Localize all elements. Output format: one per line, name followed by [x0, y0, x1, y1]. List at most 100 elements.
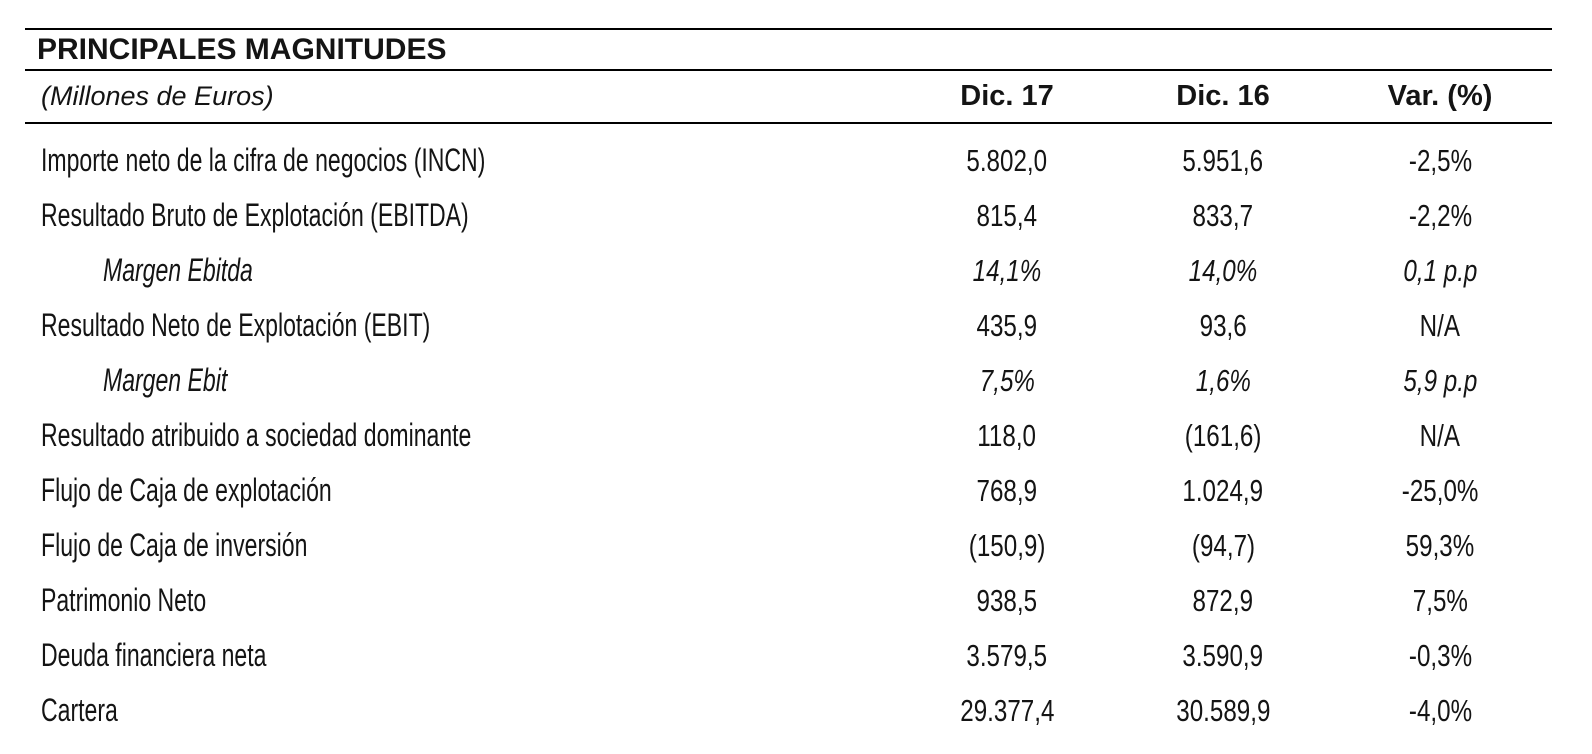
value-dic17: 14,1% [972, 252, 1042, 288]
column-spacer [1097, 243, 1133, 298]
row-label: Deuda financiera neta [41, 637, 267, 673]
column-spacer [1097, 463, 1133, 518]
value-dic17: 7,5% [979, 362, 1035, 398]
table-row: Flujo de Caja de inversión (150,9) (94,7… [25, 518, 1552, 573]
row-label: Patrimonio Neto [41, 582, 207, 618]
value-var: 5,9 p.p [1403, 362, 1477, 398]
row-label-cell: Patrimonio Neto [25, 582, 917, 619]
value-dic17-cell: 435,9 [917, 308, 1097, 344]
value-dic16-cell: (94,7) [1133, 528, 1313, 564]
value-dic17-cell: 938,5 [917, 583, 1097, 619]
table-title-row: PRINCIPALES MAGNITUDES [25, 30, 1552, 71]
row-label-cell: Resultado atribuido a sociedad dominante [25, 417, 917, 454]
value-dic17-cell: (150,9) [917, 528, 1097, 564]
row-label: Margen Ebit [103, 362, 228, 398]
value-dic17: 815,4 [976, 197, 1038, 233]
row-label-cell: Margen Ebitda [25, 252, 917, 289]
value-dic16: 833,7 [1192, 197, 1254, 233]
value-dic16-cell: 3.590,9 [1133, 638, 1313, 674]
row-label: Margen Ebitda [103, 252, 253, 288]
value-var-cell: 0,1 p.p [1350, 253, 1530, 289]
row-label-cell: Resultado Bruto de Explotación (EBITDA) [25, 197, 917, 234]
value-dic17-cell: 5.802,0 [917, 143, 1097, 179]
value-var-cell: -0,3% [1350, 638, 1530, 674]
value-dic16-cell: 30.589,9 [1133, 693, 1313, 729]
column-spacer [1313, 243, 1350, 298]
column-header-dic17: Dic. 17 [960, 80, 1054, 112]
value-dic17: (150,9) [968, 527, 1046, 563]
column-spacer [1313, 518, 1350, 573]
row-label: Importe neto de la cifra de negocios (IN… [41, 142, 486, 178]
value-dic16: (161,6) [1184, 417, 1262, 453]
column-spacer [1313, 188, 1350, 243]
value-dic16-cell: 872,9 [1133, 583, 1313, 619]
value-var: -0,3% [1408, 637, 1472, 673]
column-spacer [1313, 628, 1350, 683]
table-row: Margen Ebit 7,5% 1,6% 5,9 p.p [25, 353, 1552, 408]
column-spacer [1313, 463, 1350, 518]
table-row: Resultado Bruto de Explotación (EBITDA) … [25, 188, 1552, 243]
value-var-cell: N/A [1350, 418, 1530, 454]
table-row: Cartera 29.377,4 30.589,9 -4,0% [25, 683, 1552, 738]
column-spacer [1097, 298, 1133, 353]
unit-note: (Millones de Euros) [41, 81, 274, 111]
value-dic17: 29.377,4 [959, 692, 1055, 728]
row-label: Resultado Neto de Explotación (EBIT) [41, 307, 431, 343]
value-dic16: 3.590,9 [1182, 637, 1264, 673]
value-dic16-cell: 5.951,6 [1133, 143, 1313, 179]
value-dic17-cell: 3.579,5 [917, 638, 1097, 674]
value-dic17-cell: 815,4 [917, 198, 1097, 234]
column-spacer [1097, 683, 1133, 738]
value-dic16-cell: 14,0% [1133, 253, 1313, 289]
row-label: Flujo de Caja de inversión [41, 527, 308, 563]
row-label-cell: Importe neto de la cifra de negocios (IN… [25, 142, 917, 179]
column-spacer [1313, 408, 1350, 463]
table-row: Flujo de Caja de explotación 768,9 1.024… [25, 463, 1552, 518]
value-dic16: 1.024,9 [1182, 472, 1264, 508]
value-dic16-cell: 833,7 [1133, 198, 1313, 234]
column-spacer [1313, 353, 1350, 408]
value-var: -2,2% [1408, 197, 1472, 233]
principales-magnitudes-table: PRINCIPALES MAGNITUDES (Millones de Euro… [25, 28, 1552, 738]
column-spacer [1313, 683, 1350, 738]
value-dic16: (94,7) [1191, 527, 1255, 563]
table-body: Importe neto de la cifra de negocios (IN… [25, 124, 1552, 738]
column-spacer [1313, 133, 1350, 188]
value-dic16-cell: 1.024,9 [1133, 473, 1313, 509]
value-var: -25,0% [1401, 472, 1479, 508]
value-var: -4,0% [1408, 692, 1472, 728]
value-dic17-cell: 7,5% [917, 363, 1097, 399]
value-var-cell: -4,0% [1350, 693, 1530, 729]
column-spacer [1097, 188, 1133, 243]
value-dic16: 872,9 [1192, 582, 1254, 618]
row-label: Resultado Bruto de Explotación (EBITDA) [41, 197, 469, 233]
value-dic17: 5.802,0 [966, 142, 1048, 178]
table-row: Resultado Neto de Explotación (EBIT) 435… [25, 298, 1552, 353]
value-var-cell: 7,5% [1350, 583, 1530, 619]
column-spacer [1097, 408, 1133, 463]
value-dic17-cell: 118,0 [917, 418, 1097, 454]
value-var-cell: -2,5% [1350, 143, 1530, 179]
value-dic17-cell: 29.377,4 [917, 693, 1097, 729]
value-dic16-cell: (161,6) [1133, 418, 1313, 454]
row-label: Resultado atribuido a sociedad dominante [41, 417, 472, 453]
row-label-cell: Deuda financiera neta [25, 637, 917, 674]
column-header-dic16: Dic. 16 [1176, 80, 1270, 112]
value-dic17-cell: 14,1% [917, 253, 1097, 289]
row-label-cell: Cartera [25, 692, 917, 729]
value-var: N/A [1419, 307, 1461, 343]
row-label-cell: Flujo de Caja de inversión [25, 527, 917, 564]
value-dic17: 3.579,5 [966, 637, 1048, 673]
value-var-cell: -2,2% [1350, 198, 1530, 234]
column-spacer [1097, 71, 1133, 122]
column-spacer [1097, 133, 1133, 188]
table-row: Importe neto de la cifra de negocios (IN… [25, 133, 1552, 188]
value-dic16: 14,0% [1188, 252, 1258, 288]
value-var: 7,5% [1412, 582, 1468, 618]
column-spacer [1097, 353, 1133, 408]
value-var: 59,3% [1405, 527, 1475, 563]
value-dic16-cell: 93,6 [1133, 308, 1313, 344]
value-dic17: 768,9 [976, 472, 1038, 508]
table-row: Margen Ebitda 14,1% 14,0% 0,1 p.p [25, 243, 1552, 298]
